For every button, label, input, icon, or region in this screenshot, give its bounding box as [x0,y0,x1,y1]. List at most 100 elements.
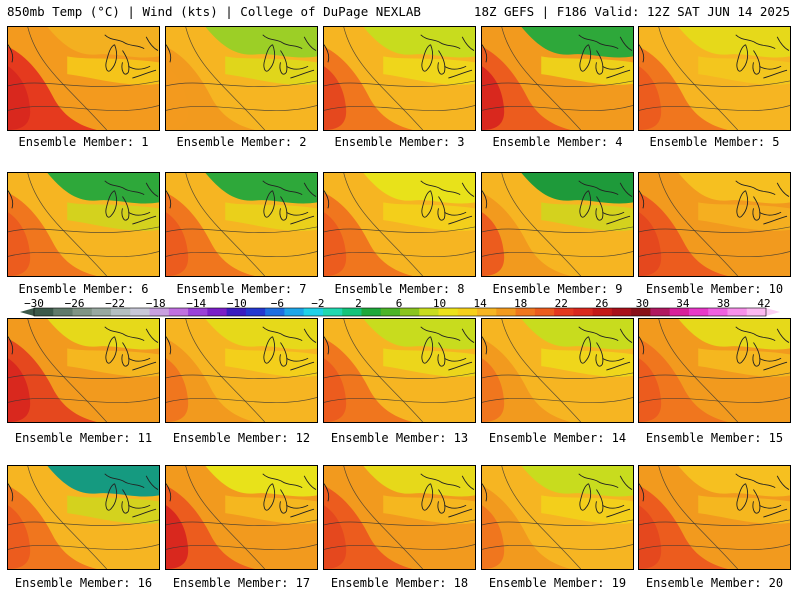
run-valid-time: 18Z GEFS | F186 Valid: 12Z SAT JUN 14 20… [473,4,790,19]
ensemble-member-label: Ensemble Member: 2 [176,135,307,149]
ensemble-member-label: Ensemble Member: 19 [488,576,627,590]
ensemble-member-11-map [7,318,160,423]
colorbar-tick-label: −30 [24,297,44,310]
ensemble-member-label: Ensemble Member: 1 [18,135,149,149]
ensemble-member-label: Ensemble Member: 15 [645,431,784,445]
colorbar-swatch [534,308,555,316]
colorbar-swatch [611,308,632,316]
ensemble-member-label: Ensemble Member: 14 [488,431,627,445]
ensemble-member-9-map [481,172,634,277]
ensemble-member-18-map [323,465,476,570]
colorbar-swatch [303,308,324,316]
colorbar-swatch [746,308,767,316]
colorbar-swatch [496,308,517,316]
ensemble-member-15-map [638,318,791,423]
colorbar-swatch [188,308,208,316]
ensemble-member-17-map [165,465,318,570]
colorbar-swatch [457,308,478,316]
colorbar-swatch [34,308,54,316]
colorbar-swatch [477,308,497,316]
ensemble-member-20-map [638,465,791,570]
ensemble-member-8-map [323,172,476,277]
ensemble-member-label: Ensemble Member: 3 [334,135,465,149]
ensemble-member-label: Ensemble Member: 6 [18,282,149,296]
colorbar-swatch [573,308,594,316]
ensemble-member-1-map [7,26,160,131]
colorbar-swatch [380,308,401,316]
ensemble-member-19-map [481,465,634,570]
colorbar-swatch [688,308,709,316]
colorbar-tick-label: −26 [64,297,85,310]
colorbar-swatch [727,308,748,316]
colorbar-swatch [419,308,440,316]
colorbar-swatch [226,308,247,316]
colorbar-swatch [111,308,131,316]
ensemble-member-label: Ensemble Member: 8 [334,282,465,296]
ensemble-member-label: Ensemble Member: 10 [645,282,784,296]
colorbar-tick-label: 38 [716,297,731,310]
ensemble-member-2-map [165,26,318,131]
ensemble-member-label: Ensemble Member: 9 [492,282,623,296]
colorbar-swatch [72,308,93,316]
colorbar-tick-label: −6 [270,297,284,310]
colorbar-tick-label: −10 [226,297,247,310]
colorbar-swatch [245,308,266,316]
ensemble-member-12-map [165,318,318,423]
map-title: 850mb Temp (°C) | Wind (kts) | College o… [7,4,421,19]
colorbar-min-arrow [20,308,34,316]
colorbar-swatch [207,308,228,316]
colorbar-swatch [130,308,151,316]
colorbar-swatch [361,308,382,316]
ensemble-member-7-map [165,172,318,277]
ensemble-member-14-map [481,318,634,423]
ensemble-member-label: Ensemble Member: 17 [172,576,311,590]
colorbar-tick-label: 22 [554,297,568,310]
colorbar-tick-label: 10 [432,297,447,310]
colorbar-tick-label: −14 [186,297,207,310]
colorbar-tick-label: 42 [757,297,771,310]
colorbar-swatch [438,308,459,316]
ensemble-member-label: Ensemble Member: 16 [14,576,153,590]
ensemble-member-13-map [323,318,476,423]
colorbar-swatch [284,308,305,316]
ensemble-member-label: Ensemble Member: 4 [492,135,623,149]
temperature-colorbar [20,307,780,317]
colorbar-tick-label: 18 [514,297,528,310]
ensemble-member-6-map [7,172,160,277]
colorbar-tick-label: −2 [311,297,325,310]
colorbar-swatch [631,308,651,316]
colorbar-swatch [650,308,671,316]
colorbar-swatch [708,308,728,316]
colorbar-swatch [554,308,574,316]
colorbar-swatch [342,308,362,316]
colorbar-swatch [149,308,170,316]
colorbar-swatch [400,308,420,316]
colorbar-swatch [592,308,613,316]
colorbar-tick-label: 2 [355,297,362,310]
ensemble-member-label: Ensemble Member: 18 [330,576,469,590]
ensemble-member-label: Ensemble Member: 13 [330,431,469,445]
colorbar-tick-label: 14 [473,297,487,310]
colorbar-tick-label: −22 [105,297,126,310]
ensemble-member-5-map [638,26,791,131]
colorbar-swatch [53,308,74,316]
ensemble-member-label: Ensemble Member: 12 [172,431,311,445]
colorbar-swatch [265,308,285,316]
ensemble-member-16-map [7,465,160,570]
ensemble-member-4-map [481,26,634,131]
ensemble-member-3-map [323,26,476,131]
colorbar-swatch [91,308,112,316]
ensemble-member-label: Ensemble Member: 11 [14,431,153,445]
colorbar-tick-label: 26 [595,297,609,310]
colorbar-swatch [168,308,189,316]
colorbar-tick-label: 30 [635,297,649,310]
colorbar-tick-label: −18 [145,297,166,310]
colorbar-tick-label: 6 [395,297,403,310]
ensemble-member-label: Ensemble Member: 5 [649,135,780,149]
ensemble-member-10-map [638,172,791,277]
colorbar-max-arrow [766,308,780,316]
ensemble-member-label: Ensemble Member: 20 [645,576,784,590]
ensemble-member-label: Ensemble Member: 7 [176,282,307,296]
colorbar-tick-label: 34 [676,297,690,310]
colorbar-swatch [322,308,343,316]
